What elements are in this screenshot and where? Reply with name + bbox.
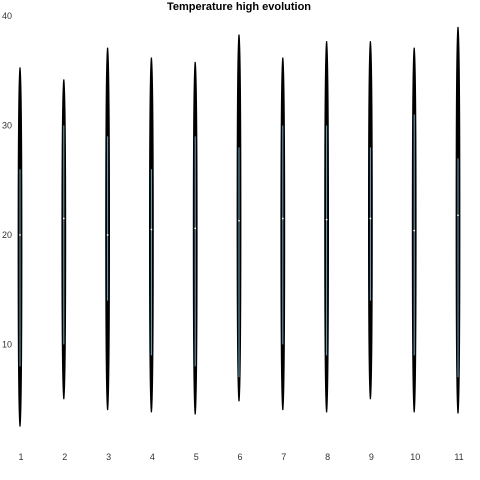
violin-median xyxy=(281,217,284,220)
x-tick-label: 10 xyxy=(410,452,420,462)
violin-median xyxy=(457,214,459,217)
violin-4 xyxy=(149,57,154,413)
x-tick-label: 8 xyxy=(325,452,330,462)
violin-5 xyxy=(192,61,198,415)
violins xyxy=(17,26,461,427)
violin-2 xyxy=(61,79,67,400)
violin-median xyxy=(325,218,328,221)
y-tick-label: 40 xyxy=(2,11,12,21)
y-axis-ticks: 10 20 30 40 xyxy=(2,11,12,349)
y-tick-label: 20 xyxy=(2,230,12,240)
violin-median xyxy=(194,227,197,230)
x-tick-label: 6 xyxy=(237,452,242,462)
y-tick-label: 30 xyxy=(2,120,12,130)
violin-9 xyxy=(368,41,373,400)
violin-3 xyxy=(105,47,110,411)
x-tick-label: 3 xyxy=(106,452,111,462)
violin-median xyxy=(150,228,153,231)
x-axis-ticks: 1 2 3 4 5 6 7 8 9 10 11 xyxy=(18,452,463,462)
x-tick-label: 4 xyxy=(150,452,155,462)
violin-median xyxy=(413,229,416,232)
violin-median xyxy=(369,217,372,220)
violin-11 xyxy=(455,26,461,414)
violin-7 xyxy=(280,57,286,411)
x-tick-label: 2 xyxy=(62,452,67,462)
x-tick-label: 11 xyxy=(454,452,463,462)
x-tick-label: 5 xyxy=(194,452,199,462)
x-tick-label: 9 xyxy=(369,452,374,462)
violin-median xyxy=(19,234,21,236)
violin-median xyxy=(238,219,240,222)
x-tick-label: 1 xyxy=(18,452,23,462)
violin-8 xyxy=(324,41,329,413)
x-tick-label: 7 xyxy=(281,452,286,462)
violin-10 xyxy=(411,47,417,413)
violin-median xyxy=(106,234,109,236)
violin-1 xyxy=(17,67,23,427)
violin-median xyxy=(62,217,65,220)
y-tick-label: 10 xyxy=(2,339,12,349)
chart-title: Temperature high evolution xyxy=(167,1,311,13)
violin-6 xyxy=(236,34,242,402)
